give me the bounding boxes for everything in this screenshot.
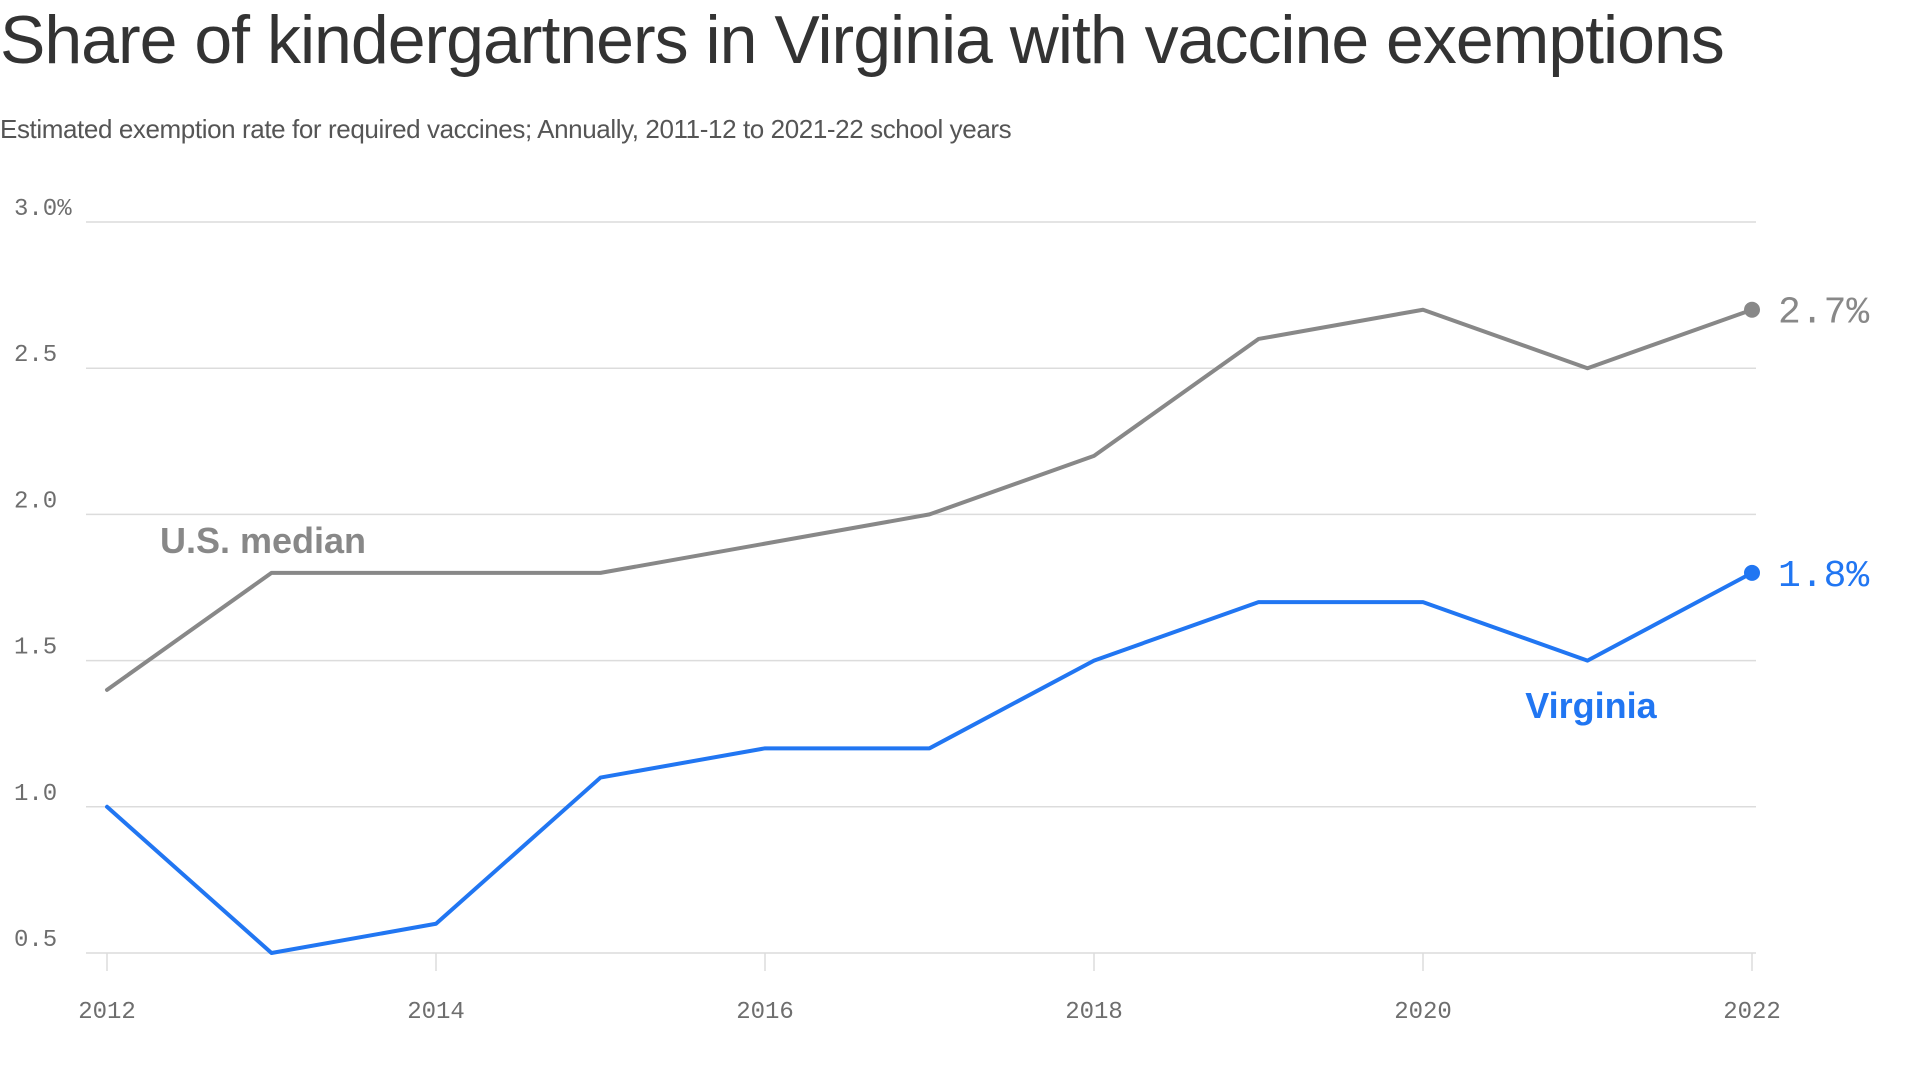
x-tick-label: 2014	[407, 999, 465, 1026]
series-line-virginia	[105, 570, 1754, 955]
series-name-label-virginia: Virginia	[1525, 685, 1657, 726]
y-tick-label: 2.0	[14, 488, 57, 515]
gridlines	[86, 221, 1756, 954]
x-tick-label: 2012	[78, 999, 136, 1026]
y-tick-label: 3.0%	[14, 196, 72, 223]
chart-title: Share of kindergartners in Virginia with…	[0, 2, 1725, 78]
x-axis-ticks: 2012 2014 2016 2018 2020 2022	[78, 953, 1781, 1026]
end-value-label: 1.8%	[1778, 555, 1869, 598]
series-line-us-median	[105, 307, 1754, 692]
series-labels: 2.7% 1.8% U.S. median Virginia	[160, 292, 1869, 726]
end-point-dot	[1744, 301, 1760, 318]
y-tick-label: 2.5	[14, 342, 57, 369]
x-tick-label: 2016	[736, 999, 794, 1026]
series-lines	[105, 301, 1760, 955]
y-tick-label: 0.5	[14, 927, 57, 954]
end-value-label: 2.7%	[1778, 292, 1869, 335]
y-tick-label: 1.0	[14, 781, 57, 808]
y-tick-label: 1.5	[14, 635, 57, 662]
series-name-label-us-median: U.S. median	[160, 520, 366, 561]
x-tick-label: 2022	[1723, 999, 1781, 1026]
chart-subtitle: Estimated exemption rate for required va…	[0, 114, 1012, 144]
x-tick-label: 2020	[1394, 999, 1452, 1026]
y-axis-ticks: 0.5 1.0 1.5 2.0 2.5 3.0%	[14, 196, 72, 954]
x-tick-label: 2018	[1065, 999, 1123, 1026]
end-point-dot	[1744, 564, 1760, 581]
